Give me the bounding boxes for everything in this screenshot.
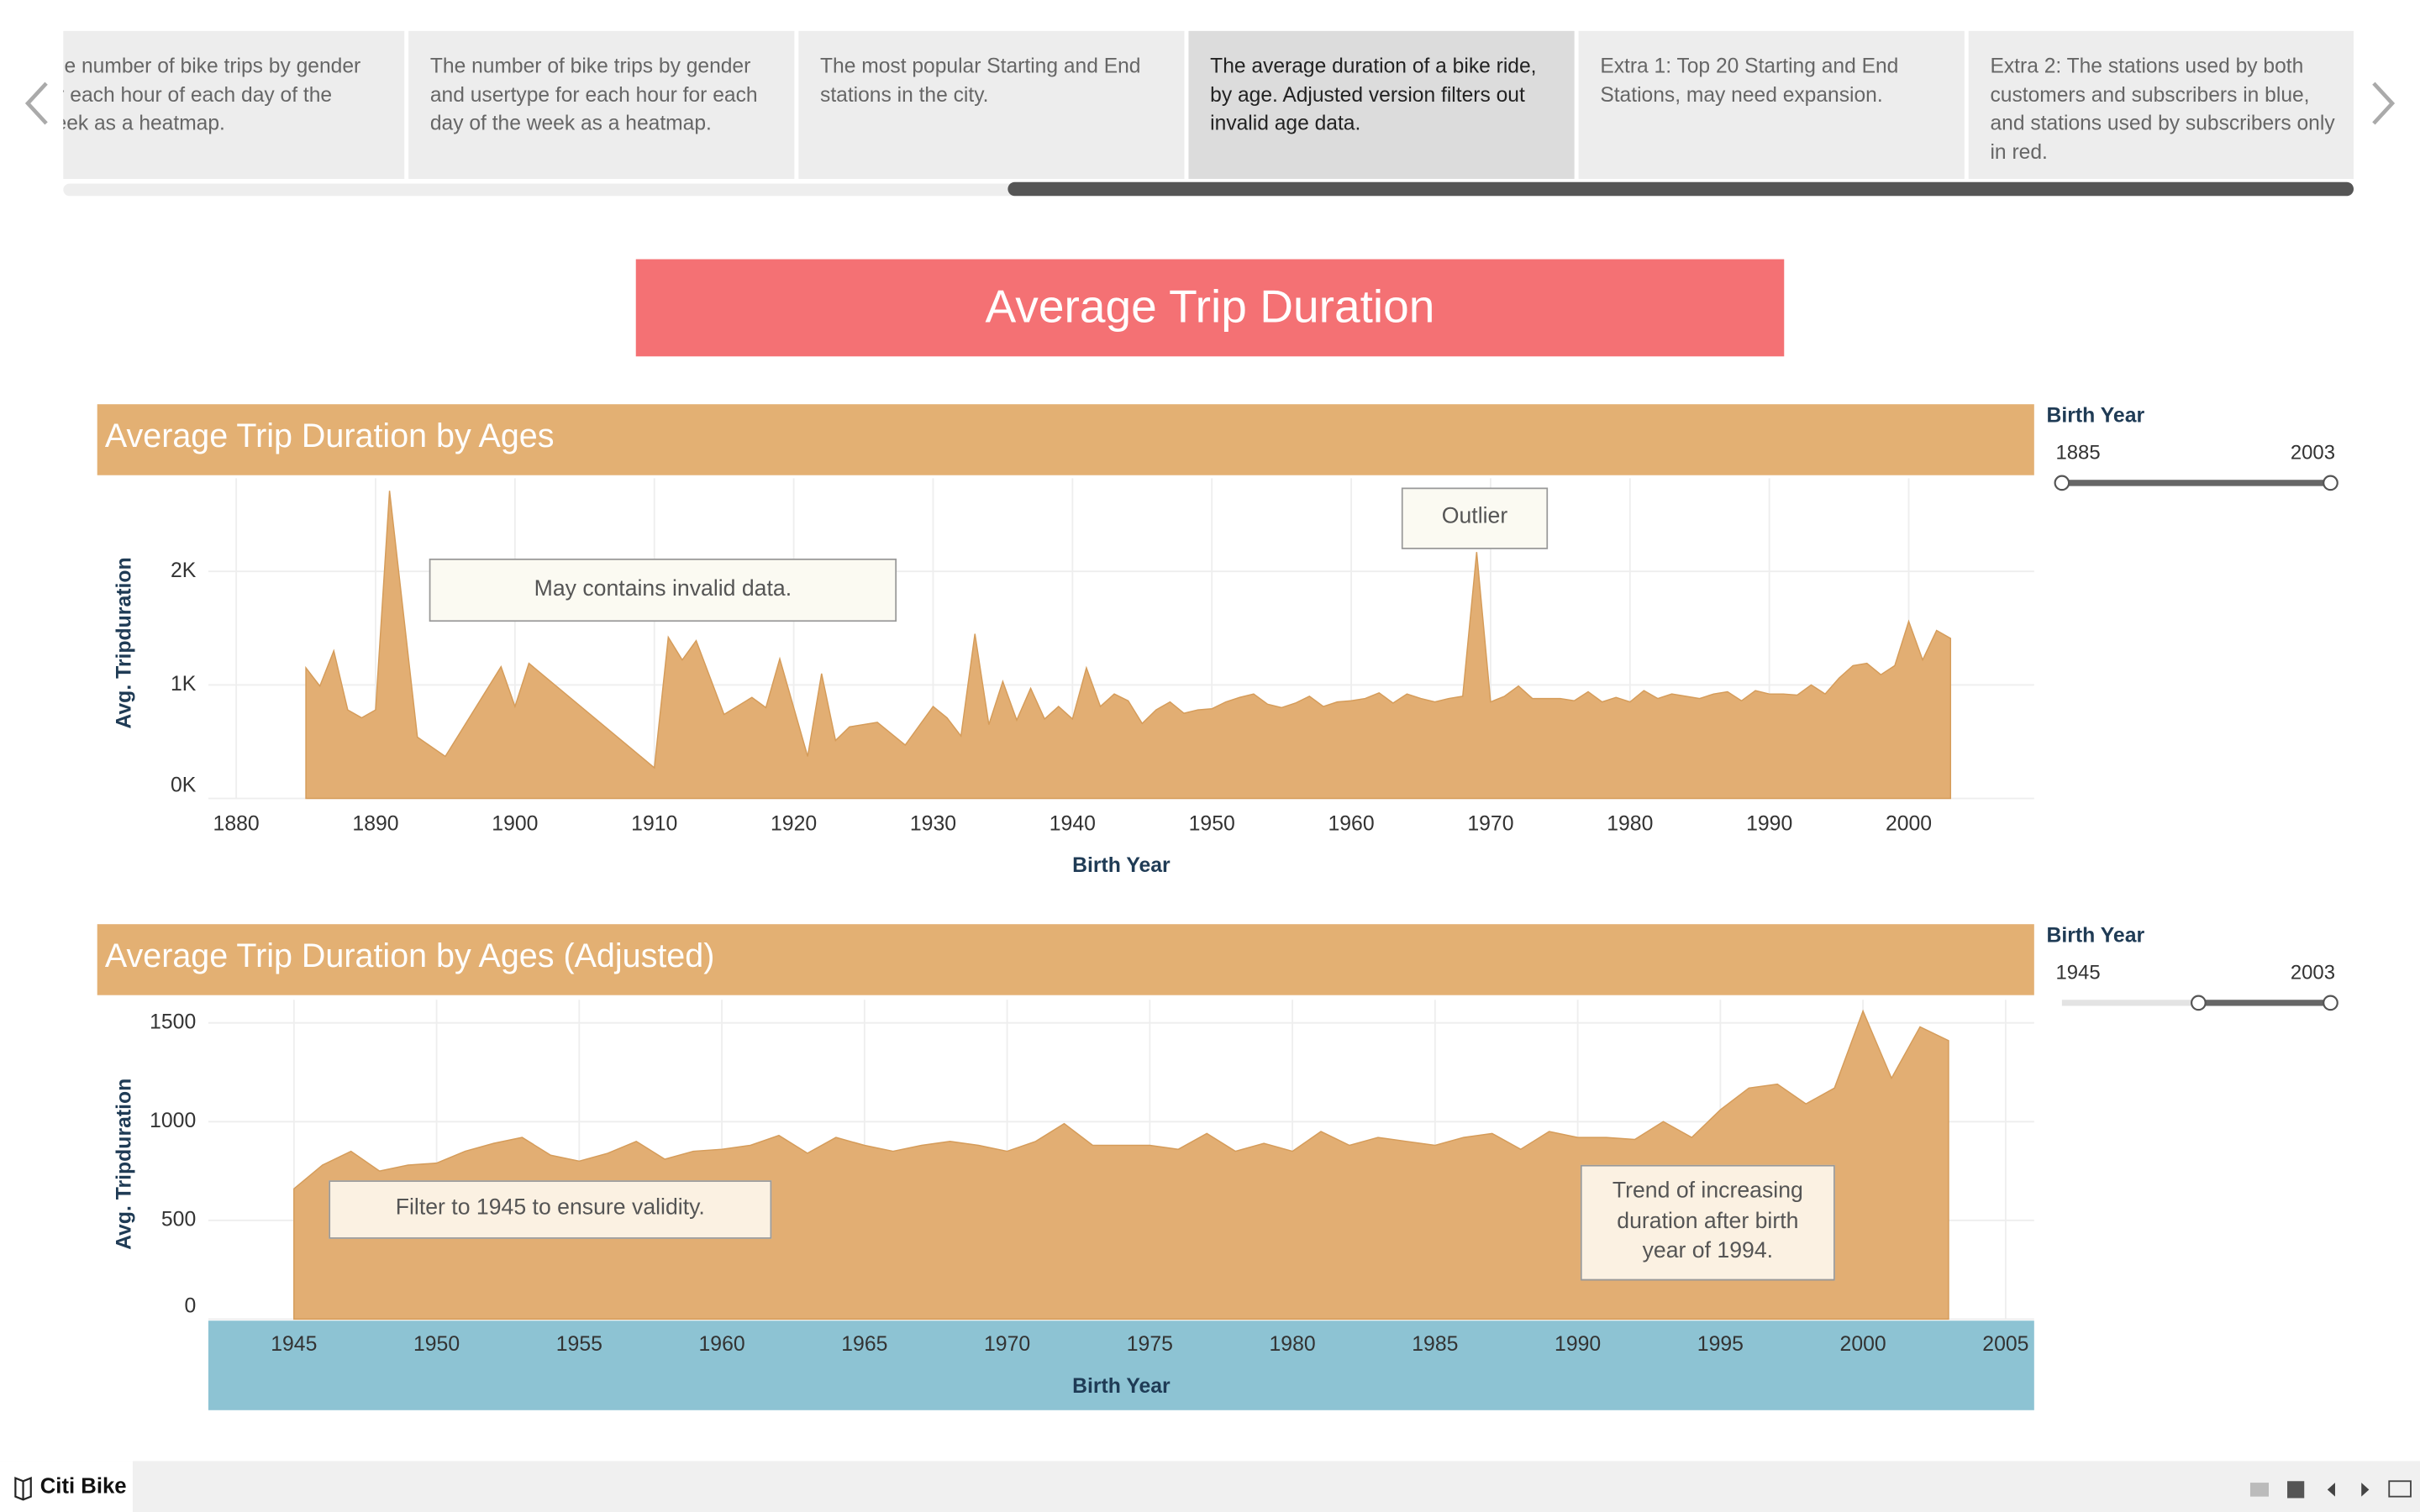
chart-header xyxy=(97,924,2034,995)
x-tick-label: 2005 xyxy=(1982,1333,2028,1356)
y-tick-label: 500 xyxy=(161,1208,196,1231)
filter-min: 1945 xyxy=(2056,961,2101,984)
x-tick-label: 1910 xyxy=(631,812,677,835)
chart-title: Average Trip Duration by Ages xyxy=(105,417,555,454)
workbook-tab[interactable] xyxy=(0,1461,133,1512)
x-tick-label: 1960 xyxy=(699,1333,745,1356)
story-caption: The number of bike trips by gender and u… xyxy=(429,54,758,134)
filter-max: 2003 xyxy=(2291,961,2335,984)
story-strip: The number of bike trips by gender for e… xyxy=(18,30,2354,180)
x-tick-label: 1970 xyxy=(1467,812,1513,835)
filter-max: 2003 xyxy=(2291,441,2335,464)
annotation: May contains invalid data. xyxy=(429,558,897,622)
story-caption: The most popular Starting and End statio… xyxy=(820,54,1141,106)
toolbar-icon[interactable] xyxy=(2327,1483,2335,1497)
toolbar xyxy=(0,1461,2420,1512)
filter-min: 1885 xyxy=(2056,441,2101,464)
area xyxy=(293,1009,1949,1320)
x-tick-label: 1990 xyxy=(1746,812,1792,835)
x-tick-label: 1965 xyxy=(841,1333,887,1356)
x-tick-label: 1930 xyxy=(910,812,956,835)
filter-title: Birth Year xyxy=(2047,924,2145,947)
story-caption-box: The number of bike trips by gender and u… xyxy=(429,54,758,134)
story-caption-box: The average duration of a bike ride, by … xyxy=(1210,54,1537,134)
x-tick-label: 1970 xyxy=(984,1333,1030,1356)
dashboard-title: Average Trip Duration xyxy=(986,281,1435,333)
x-axis-band xyxy=(208,1320,2034,1410)
story-point[interactable] xyxy=(1578,30,1965,180)
annotation-box: May contains invalid data. xyxy=(429,558,897,622)
slider-handle[interactable] xyxy=(2323,995,2338,1011)
chart-title: Average Trip Duration by Ages (Adjusted) xyxy=(105,937,714,974)
y-tick-label: 2K xyxy=(171,559,197,582)
story-caption-box: The number of bike trips by gender for e… xyxy=(39,54,361,134)
annotation-box: Trend of increasing duration after birth… xyxy=(1580,1164,1835,1281)
y-tick-label: 1000 xyxy=(150,1110,196,1132)
title-banner xyxy=(635,259,1785,357)
story-caption-box: Extra 2: The stations used by both custo… xyxy=(1990,54,2335,163)
x-tick-label: 1985 xyxy=(1412,1333,1458,1356)
book-icon xyxy=(14,1476,32,1501)
x-tick-label: 1880 xyxy=(213,812,260,835)
x-tick-label: 1955 xyxy=(556,1333,602,1356)
story-caption: The average duration of a bike ride, by … xyxy=(1210,54,1537,134)
x-tick-label: 1950 xyxy=(413,1333,460,1356)
x-tick-label: 1950 xyxy=(1189,812,1235,835)
story-caption: The number of bike trips by gender for e… xyxy=(39,54,361,134)
story-point[interactable] xyxy=(408,30,795,180)
x-axis-title: Birth Year xyxy=(1072,854,1171,877)
story-point[interactable] xyxy=(1968,30,2354,180)
y-axis-title: Avg. Tripduration xyxy=(113,1079,135,1250)
x-tick-label: 1990 xyxy=(1555,1333,1601,1356)
story-points: The number of bike trips by gender for e… xyxy=(18,30,2354,180)
x-tick-label: 1945 xyxy=(271,1333,317,1356)
annotation-box: Filter to 1945 to ensure validity. xyxy=(329,1180,772,1239)
story-point[interactable] xyxy=(798,30,1185,180)
annotation: Filter to 1945 to ensure validity. xyxy=(329,1180,772,1239)
workbook-name: Citi Bike xyxy=(40,1474,127,1498)
prev-arrow[interactable] xyxy=(24,81,48,125)
toolbar-icon[interactable] xyxy=(2249,1483,2269,1497)
x-tick-label: 1940 xyxy=(1050,812,1096,835)
x-tick-label: 2000 xyxy=(1840,1333,1886,1356)
x-tick-label: 1995 xyxy=(1697,1333,1744,1356)
y-axis-title: Avg. Tripduration xyxy=(113,557,135,728)
x-tick-label: 1975 xyxy=(1127,1333,1173,1356)
annotation: Trend of increasing duration after birth… xyxy=(1580,1164,1835,1281)
x-tick-label: 1980 xyxy=(1270,1333,1316,1356)
y-tick-label: 0 xyxy=(184,1294,196,1317)
chart-header xyxy=(97,404,2034,475)
x-axis-title: Birth Year xyxy=(1072,1375,1171,1398)
y-tick-label: 1K xyxy=(171,673,197,696)
x-tick-label: 1900 xyxy=(492,812,538,835)
story-caption-box: Extra 1: Top 20 Starting and End Station… xyxy=(1600,54,1899,106)
area xyxy=(305,491,1952,800)
filter-title: Birth Year xyxy=(2047,404,2145,427)
story-caption: Extra 1: Top 20 Starting and End Station… xyxy=(1600,54,1899,106)
toolbar-icon[interactable] xyxy=(2287,1481,2305,1499)
x-tick-label: 1920 xyxy=(771,812,817,835)
slider-handle[interactable] xyxy=(2191,995,2207,1011)
x-tick-label: 2000 xyxy=(1886,812,1932,835)
story-point[interactable] xyxy=(18,30,405,180)
story-caption-box: The most popular Starting and End statio… xyxy=(820,54,1141,106)
toolbar-icon[interactable] xyxy=(2361,1483,2370,1497)
y-tick-label: 1500 xyxy=(150,1011,196,1033)
story-point[interactable] xyxy=(1188,30,1575,180)
toolbar-icon[interactable] xyxy=(2388,1480,2412,1498)
x-tick-label: 1890 xyxy=(352,812,398,835)
annotation-box: Outlier xyxy=(1401,487,1549,549)
story-caption: Extra 2: The stations used by both custo… xyxy=(1990,54,2335,163)
slider-handle[interactable] xyxy=(2054,475,2070,491)
x-tick-label: 1980 xyxy=(1607,812,1653,835)
x-tick-label: 1960 xyxy=(1328,812,1374,835)
y-tick-label: 0K xyxy=(171,774,197,796)
slider-handle[interactable] xyxy=(2323,475,2338,491)
scroll-thumb[interactable] xyxy=(1007,181,2354,197)
next-arrow[interactable] xyxy=(2372,81,2396,125)
annotation: Outlier xyxy=(1401,487,1549,549)
